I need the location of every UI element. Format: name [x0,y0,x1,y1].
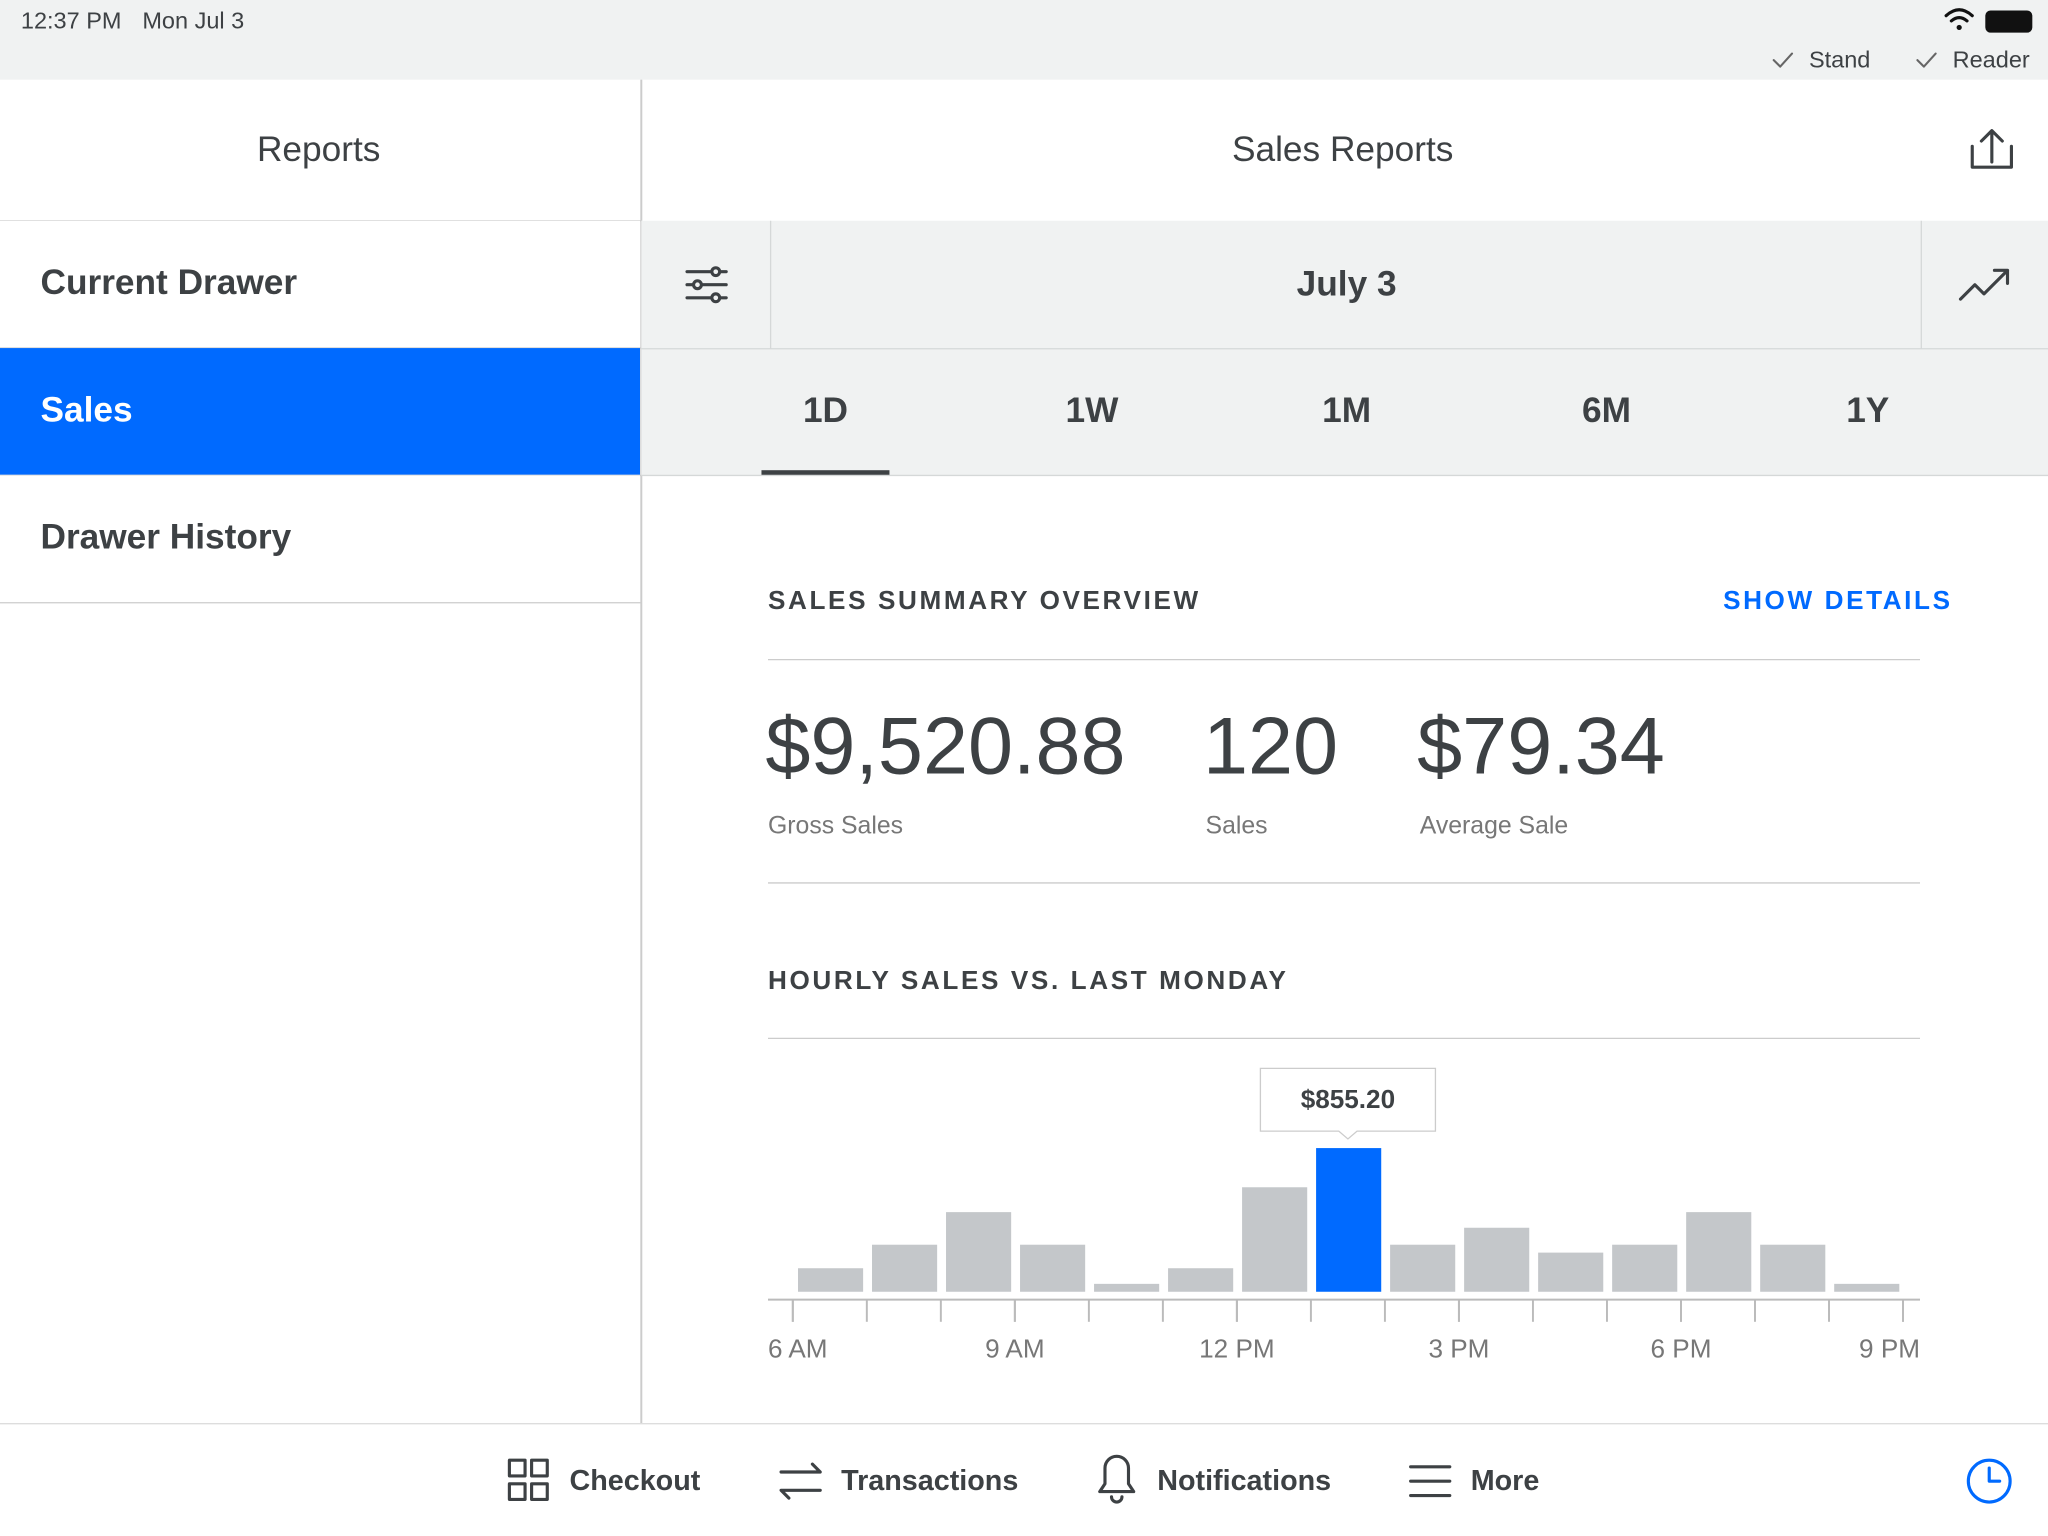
sidebar-item-label: Current Drawer [40,263,297,302]
range-tab[interactable]: 1M [1322,391,1371,430]
range-tab[interactable]: 1W [1065,391,1119,430]
bottom-nav: Checkout Transactions Notifications More [569,1465,1539,1497]
tooltip-box [1259,1067,1437,1140]
wifi-icon [1944,8,1974,23]
notifications-icon [1098,1454,1136,1504]
filter-button[interactable] [685,266,728,304]
range-tab[interactable]: 1D [803,391,848,430]
nav-item[interactable]: Transactions [841,1465,1018,1497]
page-title: Sales Reports [1232,130,1453,169]
metric-label: Sales [1206,812,1268,839]
tooltip-label: $855.20 [1301,1084,1395,1114]
clock-hands [1987,1466,2002,1483]
chart: 6 AM 9 AM 12 PM 3 PM 6 PM 9 PM $855.20 [767,1067,1920,1363]
accessory: Reader [1953,47,2030,73]
more-icon [1409,1465,1452,1498]
metrics: $9,520.88 Gross Sales 120 Sales $79.34 Averag… [765,702,1664,840]
nav-item[interactable]: More [1471,1465,1540,1497]
metric-value: $9,520.88 [765,702,1125,792]
clock-button[interactable] [1966,1458,2012,1504]
metric-value: $79.34 [1417,702,1665,792]
battery-icon [1985,10,2033,33]
tab-underline [761,470,890,476]
bar[interactable] [1020,1244,1086,1292]
sidebar-item[interactable] [0,475,640,603]
sidebar-item-label: Sales [40,390,132,429]
x-tick-label: 6 AM [768,1333,828,1363]
date-selector[interactable]: July 3 [1297,264,1397,303]
transactions-icon [779,1462,822,1500]
bar[interactable] [797,1268,864,1292]
x-tick-label: 9 AM [985,1333,1045,1363]
range-tab[interactable]: 6M [1582,391,1631,430]
check-icon [1772,52,1794,68]
x-tick-label: 3 PM [1428,1333,1489,1363]
check-icon [1916,52,1937,68]
show-details-link[interactable]: SHOW DETAILS [1723,585,1953,615]
sidebar-item-label: Drawer History [40,518,291,557]
sidebar-item[interactable] [0,220,640,348]
bar[interactable] [1760,1244,1826,1292]
bar[interactable] [1316,1148,1382,1292]
wifi-dot [1956,24,1962,31]
nav-item[interactable]: Notifications [1157,1465,1331,1497]
trend-button[interactable] [1958,268,2010,301]
accessory: Stand [1809,47,1870,73]
bar[interactable] [1390,1244,1456,1292]
status-bar [0,0,2048,80]
x-tick-label: 9 PM [1859,1333,1920,1363]
bar[interactable] [1242,1187,1308,1292]
bar[interactable] [1834,1283,1900,1292]
section-title: SALES SUMMARY OVERVIEW [768,585,1201,615]
bar[interactable] [1168,1268,1234,1292]
range-tab[interactable]: 1Y [1846,391,1889,430]
sidebar-list: Current Drawer Sales Drawer History [0,220,642,604]
share-button[interactable] [1970,129,2013,169]
range-tabs: 1D 1W 1M 6M 1Y [761,391,1889,476]
bar[interactable] [1464,1227,1530,1292]
metric-value: 120 [1203,702,1338,792]
metric-label: Average Sale [1420,812,1568,839]
metric-label: Gross Sales [768,812,903,839]
chart-title: HOURLY SALES VS. LAST MONDAY [768,965,1288,995]
status-time: 12:37 PM [21,7,122,33]
bar[interactable] [1538,1252,1604,1292]
checkout-icon [507,1458,549,1501]
sidebar-item[interactable] [0,348,640,475]
bar[interactable] [1612,1244,1678,1292]
status-date: Mon Jul 3 [142,7,244,33]
sidebar-title: Reports [257,130,380,169]
bar[interactable] [946,1212,1012,1292]
bar[interactable] [1094,1283,1160,1292]
bar[interactable] [1686,1212,1752,1292]
bar[interactable] [872,1244,938,1292]
nav-item[interactable]: Checkout [569,1465,700,1497]
x-tick-label: 6 PM [1651,1333,1712,1363]
x-tick-label: 12 PM [1199,1333,1274,1363]
